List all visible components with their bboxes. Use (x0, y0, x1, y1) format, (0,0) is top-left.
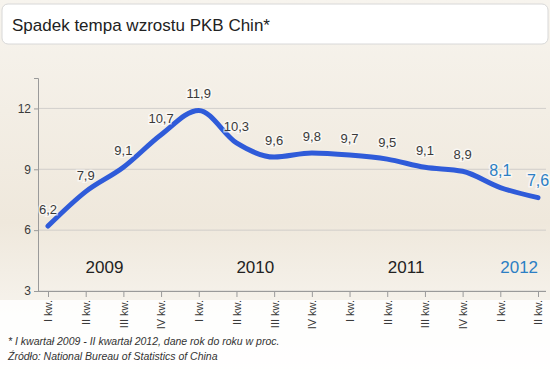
tick: IV kw. (306, 291, 318, 329)
data-label: 9,7 (340, 131, 358, 146)
tick: 9 (24, 163, 38, 177)
data-label: 7,6 (527, 172, 549, 189)
data-label: 9,1 (416, 143, 434, 158)
grid (38, 108, 546, 291)
grid-line (38, 108, 546, 109)
data-label: 9,1 (114, 143, 132, 158)
tick-label: IV kw. (306, 300, 318, 329)
tick-mark (34, 169, 38, 170)
tick-label: III kw. (269, 300, 281, 328)
tick: II kw. (382, 291, 394, 325)
data-label: 10,3 (224, 119, 249, 134)
tick-mark (500, 291, 501, 297)
footer-background (0, 300, 550, 370)
tick-mark (274, 291, 275, 297)
grid-line (38, 169, 546, 170)
data-label: 9,8 (303, 129, 321, 144)
tick-label: IV kw. (457, 300, 469, 329)
tick-label: 9 (24, 163, 31, 177)
data-label: 9,6 (265, 133, 283, 148)
tick-mark (312, 291, 313, 297)
data-label: 6,2 (39, 202, 57, 217)
tick-mark (86, 291, 87, 297)
tick-label: I kw. (344, 300, 356, 322)
tick-mark (48, 291, 49, 297)
y-axis: 3 6 9 12 (18, 79, 39, 299)
tick: II kw. (532, 291, 544, 325)
tick-mark (123, 291, 124, 297)
note: Źródło: National Bureau of Statistics of… (7, 350, 218, 362)
tick: II kw. (80, 291, 92, 325)
title: Spadek tempa wzrostu PKB Chin* (12, 16, 270, 35)
tick-label: I kw. (495, 300, 507, 322)
tick: I kw. (495, 291, 507, 322)
tick-mark (161, 291, 162, 297)
tick-label: II kw. (231, 300, 243, 325)
tick: III kw. (269, 291, 281, 328)
tick-label: 3 (24, 284, 31, 298)
tick-mark (236, 291, 237, 297)
tick-label: II kw. (80, 300, 92, 325)
title-box (2, 4, 548, 44)
background (0, 0, 550, 370)
year-labels: 2009 2010 2011 2012 (86, 258, 538, 277)
tick-mark (34, 291, 38, 292)
year-label: 2012 (500, 258, 538, 277)
data-label: 11,9 (187, 86, 211, 101)
tick-mark (199, 291, 200, 297)
tick-mark (34, 108, 38, 109)
tick-label: II kw. (382, 300, 394, 325)
tick: IV kw. (155, 291, 167, 329)
tick: III kw. (118, 291, 130, 328)
data-label: 8,1 (489, 162, 511, 179)
grid-line (38, 291, 546, 292)
tick-label: III kw. (118, 300, 130, 328)
notes: * I kwartał 2009 - II kwartał 2012, dane… (7, 335, 279, 362)
tick: 3 (24, 284, 38, 298)
x-axis: I kw. II kw. III kw. IV kw. I kw. II kw. III k… (38, 291, 546, 329)
tick: I kw. (344, 291, 356, 322)
tick-mark (463, 291, 464, 297)
data-labels: 6,2 7,9 9,1 10,7 11,9 10,3 9,6 9,8 9,7 9,5 9,1 8,9 8… (39, 86, 549, 217)
tick: IV kw. (457, 291, 469, 329)
tick-label: 6 (24, 223, 31, 237)
axis-line (34, 79, 39, 292)
tick-label: IV kw. (155, 300, 167, 329)
year-label: 2010 (236, 258, 274, 277)
note: * I kwartał 2009 - II kwartał 2012, dane… (8, 335, 279, 347)
tick-label: II kw. (532, 300, 544, 325)
tick-label: III kw. (419, 300, 431, 328)
tick-mark (387, 291, 388, 297)
axis-line (38, 291, 546, 292)
tick: III kw. (419, 291, 431, 328)
tick-label: 12 (18, 102, 32, 116)
data-label: 8,9 (454, 147, 472, 162)
tick: 12 (18, 102, 38, 116)
data-label: 10,7 (148, 111, 173, 126)
year-label: 2011 (388, 258, 425, 277)
plot-area (48, 110, 538, 226)
year-label: 2009 (86, 258, 124, 277)
chart: Spadek tempa wzrostu PKB Chin*2009201020… (0, 0, 550, 370)
tick-mark (538, 291, 539, 297)
tick-label: I kw. (193, 300, 205, 322)
tick-label: I kw. (42, 300, 54, 322)
tick: I kw. (193, 291, 205, 322)
tick-mark (34, 230, 38, 231)
tick: II kw. (231, 291, 243, 325)
data-label: 9,5 (378, 135, 396, 150)
tick: I kw. (42, 291, 54, 322)
line (48, 110, 538, 226)
data-label: 7,9 (77, 168, 95, 183)
tick-mark (350, 291, 351, 297)
grid-line (38, 230, 546, 231)
tick: 6 (24, 223, 38, 237)
tick-mark (425, 291, 426, 297)
